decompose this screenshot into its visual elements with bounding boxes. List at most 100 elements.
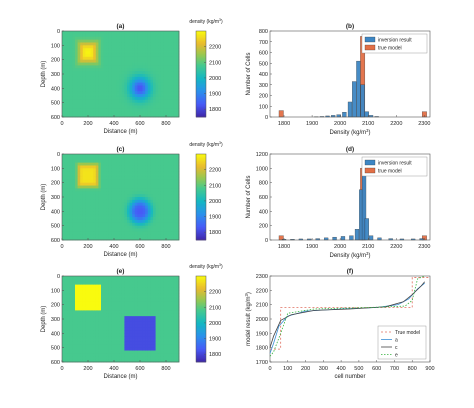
heatmap-cell xyxy=(88,114,91,118)
heatmap-cell xyxy=(158,214,162,218)
heatmap-cell xyxy=(64,301,68,306)
heatmap-cell xyxy=(62,217,65,221)
heatmap-cell xyxy=(80,168,84,172)
heatmap-cell xyxy=(132,165,136,169)
heatmap-cell xyxy=(163,42,167,46)
heatmap-cell xyxy=(88,290,91,294)
heatmap-cell xyxy=(85,65,89,69)
heatmap-cell xyxy=(158,182,162,186)
heatmap-cell xyxy=(166,91,169,95)
heatmap-cell xyxy=(103,105,107,109)
heatmap-cell xyxy=(77,211,81,215)
heatmap-cell xyxy=(111,96,115,101)
heatmap-cell xyxy=(116,59,120,63)
heatmap-cell xyxy=(121,278,125,283)
heatmap-cell xyxy=(173,65,177,69)
y-tick-label: 600 xyxy=(259,51,268,57)
heatmap-cell xyxy=(140,96,143,101)
heatmap-cell xyxy=(80,33,84,38)
heatmap-cell xyxy=(158,68,162,72)
heatmap-cell xyxy=(101,191,104,195)
colorbar-segment xyxy=(196,75,206,78)
heatmap-cell xyxy=(93,99,97,104)
heatmap-cell xyxy=(103,237,107,241)
heatmap-cell xyxy=(93,197,97,201)
x-tick-label: 0 xyxy=(268,366,271,372)
heatmap-cell xyxy=(77,353,81,357)
heatmap-cell xyxy=(72,154,76,158)
heatmap-cell xyxy=(173,156,177,161)
heatmap-cell xyxy=(160,171,164,175)
heatmap-cell xyxy=(155,324,159,328)
heatmap-cell xyxy=(116,85,120,89)
heatmap-cell xyxy=(114,74,117,78)
heatmap-cell xyxy=(150,94,154,98)
heatmap-cell xyxy=(121,350,125,354)
heatmap-cell xyxy=(173,111,177,115)
heatmap-cell xyxy=(147,341,151,346)
heatmap-cell xyxy=(124,219,128,224)
heatmap-cell xyxy=(153,290,156,294)
heatmap-cell xyxy=(119,359,123,363)
heatmap-cell xyxy=(93,333,97,337)
heatmap-cell xyxy=(77,71,81,75)
heatmap-cell xyxy=(173,356,177,360)
heatmap-cell xyxy=(103,53,107,58)
heatmap-cell xyxy=(132,336,136,340)
heatmap-cell xyxy=(142,321,146,326)
heatmap-cell xyxy=(82,53,86,58)
heatmap-cell xyxy=(75,225,78,229)
legend-label: true model xyxy=(378,46,402,52)
heatmap-cell xyxy=(72,330,76,334)
heatmap-cell xyxy=(147,234,151,238)
heatmap-cell xyxy=(140,304,143,308)
heatmap-cell xyxy=(69,199,73,204)
heatmap-cell xyxy=(132,304,136,308)
heatmap-cell xyxy=(62,293,65,297)
heatmap-cell xyxy=(90,171,94,175)
heatmap-cell xyxy=(111,74,115,78)
heatmap-cell xyxy=(69,327,73,331)
heatmap-cell xyxy=(80,205,84,209)
heatmap-cell xyxy=(67,293,71,297)
colorbar-segment xyxy=(196,353,206,356)
heatmap-cell xyxy=(153,319,156,323)
heatmap-cell xyxy=(176,330,180,334)
heatmap-cell xyxy=(173,237,177,241)
heatmap-cell xyxy=(114,48,117,52)
heatmap-cell xyxy=(137,33,141,38)
heatmap-cell xyxy=(137,281,141,285)
colorbar-segment xyxy=(196,162,206,165)
inversion-bar xyxy=(347,101,353,118)
heatmap-cell xyxy=(103,168,107,172)
heatmap-cell xyxy=(121,96,125,101)
heatmap-cell xyxy=(129,327,133,331)
heatmap-cell xyxy=(121,339,125,343)
heatmap-cell xyxy=(80,68,84,72)
heatmap-cell xyxy=(80,350,84,354)
heatmap-cell xyxy=(67,96,71,101)
heatmap-cell xyxy=(134,202,138,206)
heatmap-cell xyxy=(108,74,112,78)
heatmap-cell xyxy=(121,290,125,294)
heatmap-cell xyxy=(171,85,175,89)
heatmap-cell xyxy=(108,344,112,349)
colorbar-segment xyxy=(196,278,206,281)
inversion-bar xyxy=(342,112,347,118)
x-axis-label: Density (kg/m3) xyxy=(329,251,370,260)
heatmap-cell xyxy=(69,341,73,346)
heatmap-cell xyxy=(98,276,102,280)
heatmap-cell xyxy=(163,108,167,112)
heatmap-cell xyxy=(173,316,177,320)
heatmap-cell xyxy=(67,333,71,337)
heatmap-cell xyxy=(119,330,123,334)
heatmap-cell xyxy=(173,327,177,331)
heatmap-cell xyxy=(67,31,71,35)
heatmap-cell xyxy=(114,228,117,232)
heatmap-cell xyxy=(69,76,73,81)
x-tick-label: 800 xyxy=(161,121,170,127)
heatmap-cell xyxy=(116,42,120,46)
heatmap-cell xyxy=(163,168,167,172)
heatmap-cell xyxy=(119,327,123,331)
heatmap-cell xyxy=(108,310,112,314)
